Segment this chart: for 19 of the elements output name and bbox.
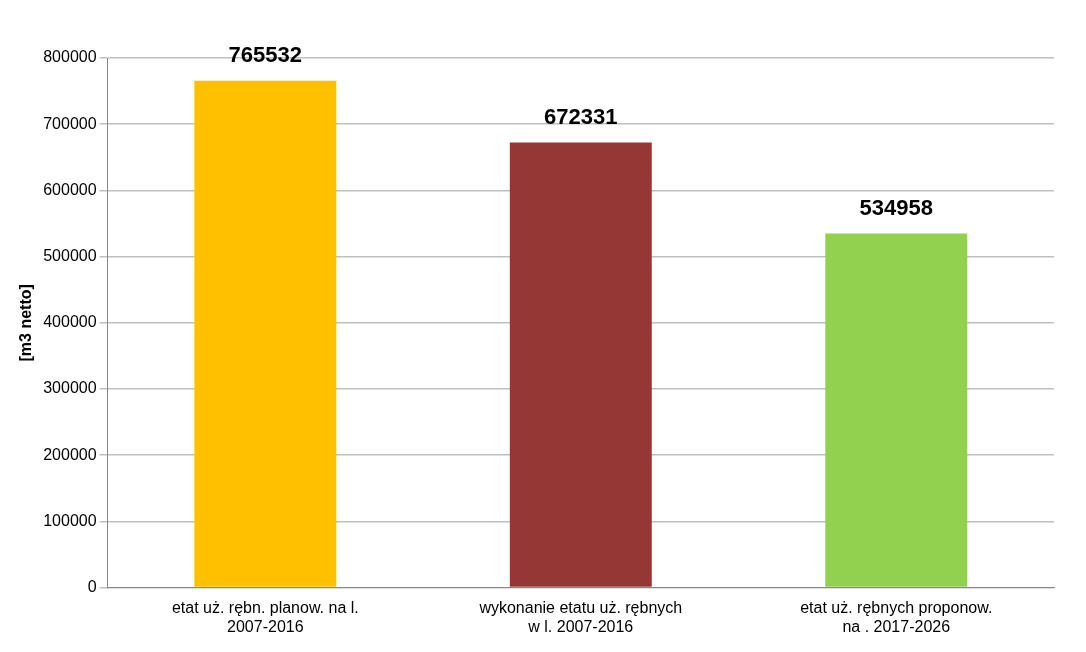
data-label: 534958 bbox=[859, 194, 933, 220]
y-tick-label: 300000 bbox=[43, 379, 97, 397]
data-label: 672331 bbox=[544, 103, 618, 129]
y-axis-title: [m3 netto] bbox=[17, 284, 35, 362]
x-tick-label: wykonanie etatu uż. rębnych w l. 2007-2016 bbox=[478, 598, 683, 635]
y-tick-label: 500000 bbox=[43, 247, 97, 265]
y-tick-label: 200000 bbox=[43, 445, 97, 463]
bar bbox=[194, 80, 337, 587]
y-tick-label: 0 bbox=[87, 578, 97, 596]
y-tick-label: 700000 bbox=[43, 114, 97, 132]
x-tick-label: etat uż. rębn. planow. na l. 2007-2016 bbox=[171, 598, 359, 635]
x-tick-label: etat uż. rębnych proponow. na . 2017-2026 bbox=[800, 598, 993, 635]
y-tick-label: 100000 bbox=[43, 511, 97, 529]
bar bbox=[825, 233, 968, 587]
y-tick-label: 800000 bbox=[43, 48, 97, 66]
y-tick-label: 400000 bbox=[43, 313, 97, 331]
data-label: 765532 bbox=[228, 41, 303, 67]
y-tick-label: 600000 bbox=[43, 180, 97, 198]
bar bbox=[509, 142, 652, 587]
